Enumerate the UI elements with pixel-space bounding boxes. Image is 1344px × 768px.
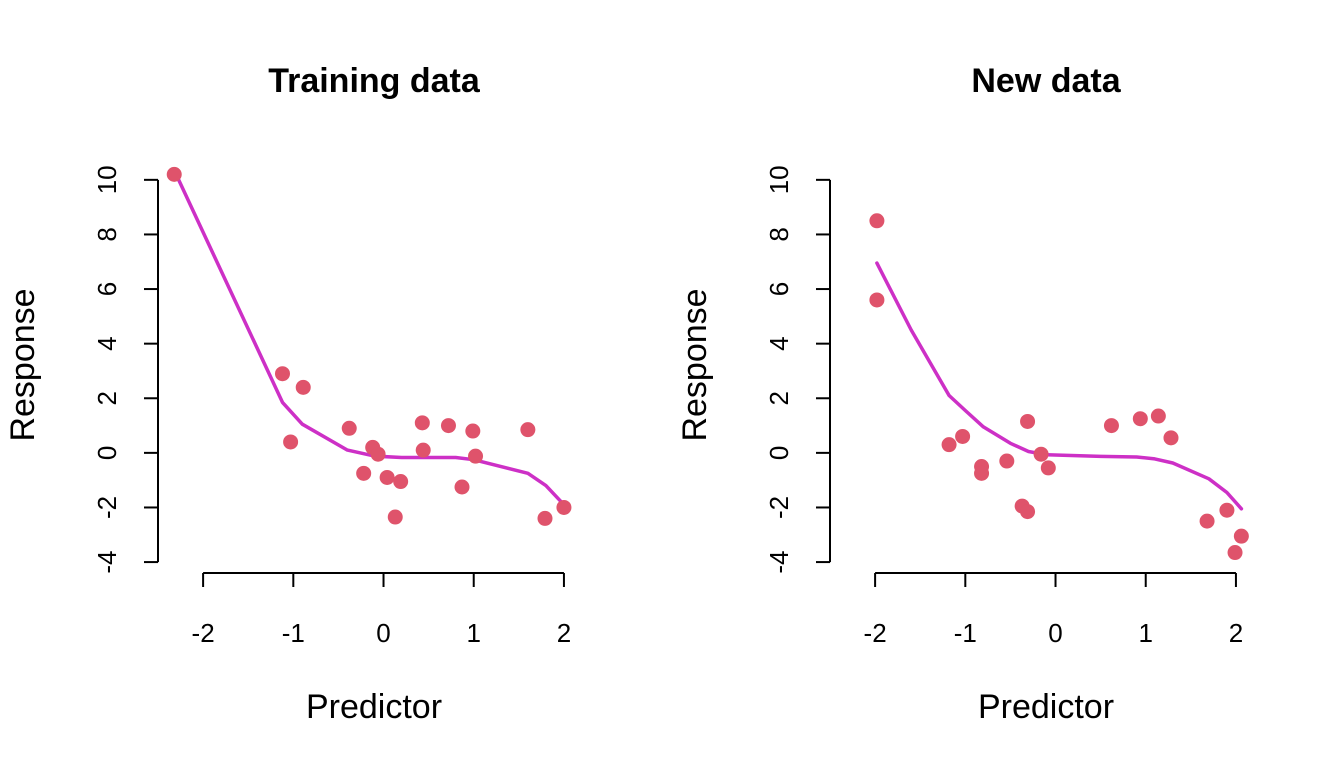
data-point [166,166,182,182]
data-point [869,213,885,229]
data-point [295,379,311,395]
data-point [1103,418,1119,434]
data-point [1227,545,1243,561]
y-tick-label: 0 [92,446,122,460]
panel-training: Training data -2 -1 0 1 2 -4 -2 0 2 4 6 8 10 Predict… [4,62,572,726]
data-point [941,437,957,453]
data-point [414,415,430,431]
x-tick-label: 0 [376,618,390,648]
x-axis-title: Predictor [978,688,1114,726]
data-point [520,422,536,438]
x-tick-label: -1 [282,618,305,648]
x-tick-label: 0 [1048,618,1062,648]
data-point [974,465,990,481]
x-tick-label: 1 [1138,618,1152,648]
x-tick-label: 2 [557,618,571,648]
panel-new: New data -2 -1 0 1 2 -4 -2 0 2 4 6 8 10 Predictor Re… [676,62,1249,726]
y-tick-label: 10 [92,165,122,194]
data-point [955,428,971,444]
panel-title: New data [971,62,1121,100]
x-tick-label: -1 [954,618,977,648]
y-tick-label: 4 [764,336,794,350]
data-point [1233,528,1249,544]
data-point [1219,502,1235,518]
data-point [440,418,456,434]
data-point [869,292,885,308]
y-tick-label: 6 [92,282,122,296]
x-tick-label: 1 [466,618,480,648]
data-point [465,423,481,439]
data-point [999,453,1015,469]
data-point [1020,504,1036,520]
data-point [1033,446,1049,462]
y-tick-label: 0 [764,446,794,460]
data-point [468,448,484,464]
data-point [387,509,403,525]
y-tick-label: 2 [764,391,794,405]
y-tick-label: -4 [92,551,122,574]
panel-title: Training data [268,62,481,100]
x-tick-label: -2 [192,618,215,648]
x-tick-label: 2 [1229,618,1243,648]
y-tick-label: 10 [764,165,794,194]
data-point [454,479,470,495]
y-tick-label: -2 [764,496,794,519]
data-point [1040,460,1056,476]
x-tick-label: -2 [864,618,887,648]
data-point [1132,411,1148,427]
y-tick-label: 2 [92,391,122,405]
y-axis-title: Response [4,288,42,441]
y-axis-title: Response [676,288,714,441]
y-tick-label: 6 [764,282,794,296]
data-point [379,469,395,485]
data-point [1150,408,1166,424]
data-point [1163,430,1179,446]
data-point [283,434,299,450]
plot-area: -2 -1 0 1 2 -4 -2 0 2 4 6 8 10 [92,165,572,648]
data-point [1199,513,1215,529]
y-tick-label: -2 [92,496,122,519]
data-point [1020,413,1036,429]
data-point [537,510,553,526]
fit-line [875,261,1244,511]
y-tick-label: 8 [92,227,122,241]
data-point [274,366,290,382]
y-tick-label: -4 [764,551,794,574]
data-point [356,465,372,481]
y-tick-label: 4 [92,336,122,350]
data-point [415,442,431,458]
data-point [341,420,357,436]
plot-area: -2 -1 0 1 2 -4 -2 0 2 4 6 8 10 [764,165,1249,648]
data-point [370,446,386,462]
y-tick-label: 8 [764,227,794,241]
fit-line [172,168,566,507]
x-axis-title: Predictor [306,688,442,726]
data-point [556,499,572,515]
data-point [393,474,409,490]
